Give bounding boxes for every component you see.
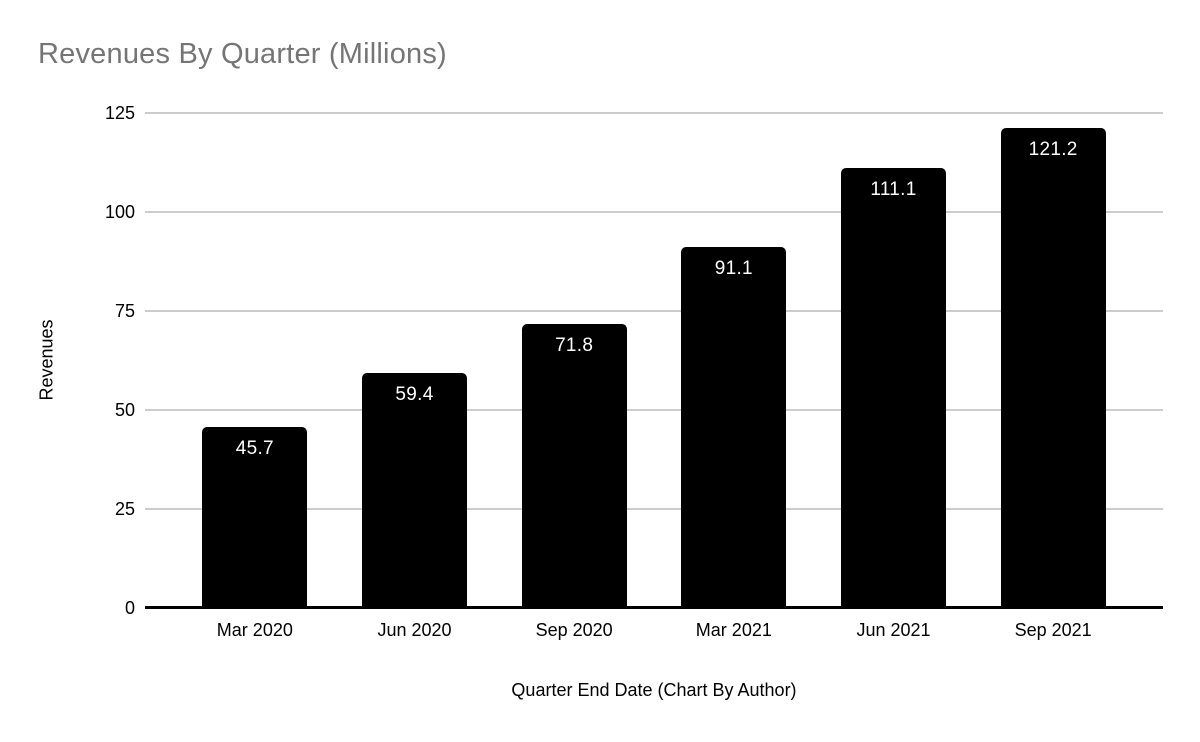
x-tick-label: Mar 2020 xyxy=(216,620,293,640)
y-tick-label: 100 xyxy=(104,202,135,222)
bar-value-label: 91.1 xyxy=(714,258,753,280)
bar-value-label: 59.4 xyxy=(395,383,434,405)
bar: 111.1 xyxy=(841,168,946,608)
x-tick-label: Mar 2021 xyxy=(695,620,772,640)
bar: 45.7 xyxy=(202,427,308,608)
plot-area: 45.7 59.4 71.8 91.1 111.1 121.2 xyxy=(145,112,1163,609)
y-tick-label: 75 xyxy=(114,301,135,321)
y-axis-title: Revenues xyxy=(36,319,57,401)
x-axis-line xyxy=(145,606,1163,609)
bar-value-label: 121.2 xyxy=(1028,139,1078,161)
gridline xyxy=(145,112,1163,114)
y-tick-label: 25 xyxy=(114,499,135,519)
bar-value-label: 45.7 xyxy=(235,438,274,460)
x-tick-label: Jun 2021 xyxy=(856,620,931,640)
gridline xyxy=(145,409,1163,411)
x-tick-label: Sep 2020 xyxy=(535,620,613,640)
bar-value-label: 111.1 xyxy=(870,179,917,201)
x-axis-title: Quarter End Date (Chart By Author) xyxy=(511,680,797,700)
bar: 71.8 xyxy=(521,323,627,608)
bar: 121.2 xyxy=(1000,128,1106,608)
chart-title: Revenues By Quarter (Millions) xyxy=(38,38,447,70)
bar-value-label: 71.8 xyxy=(555,334,594,356)
x-tick-label: Sep 2021 xyxy=(1014,620,1092,640)
y-tick-label: 50 xyxy=(114,400,135,420)
gridline xyxy=(145,508,1163,510)
y-tick-label: 125 xyxy=(104,103,135,123)
gridline xyxy=(145,310,1163,312)
x-tick-label: Jun 2020 xyxy=(377,620,452,640)
bar: 59.4 xyxy=(362,372,467,608)
y-tick-label: 0 xyxy=(124,598,135,618)
gridline xyxy=(145,211,1163,213)
bar: 91.1 xyxy=(681,247,787,608)
